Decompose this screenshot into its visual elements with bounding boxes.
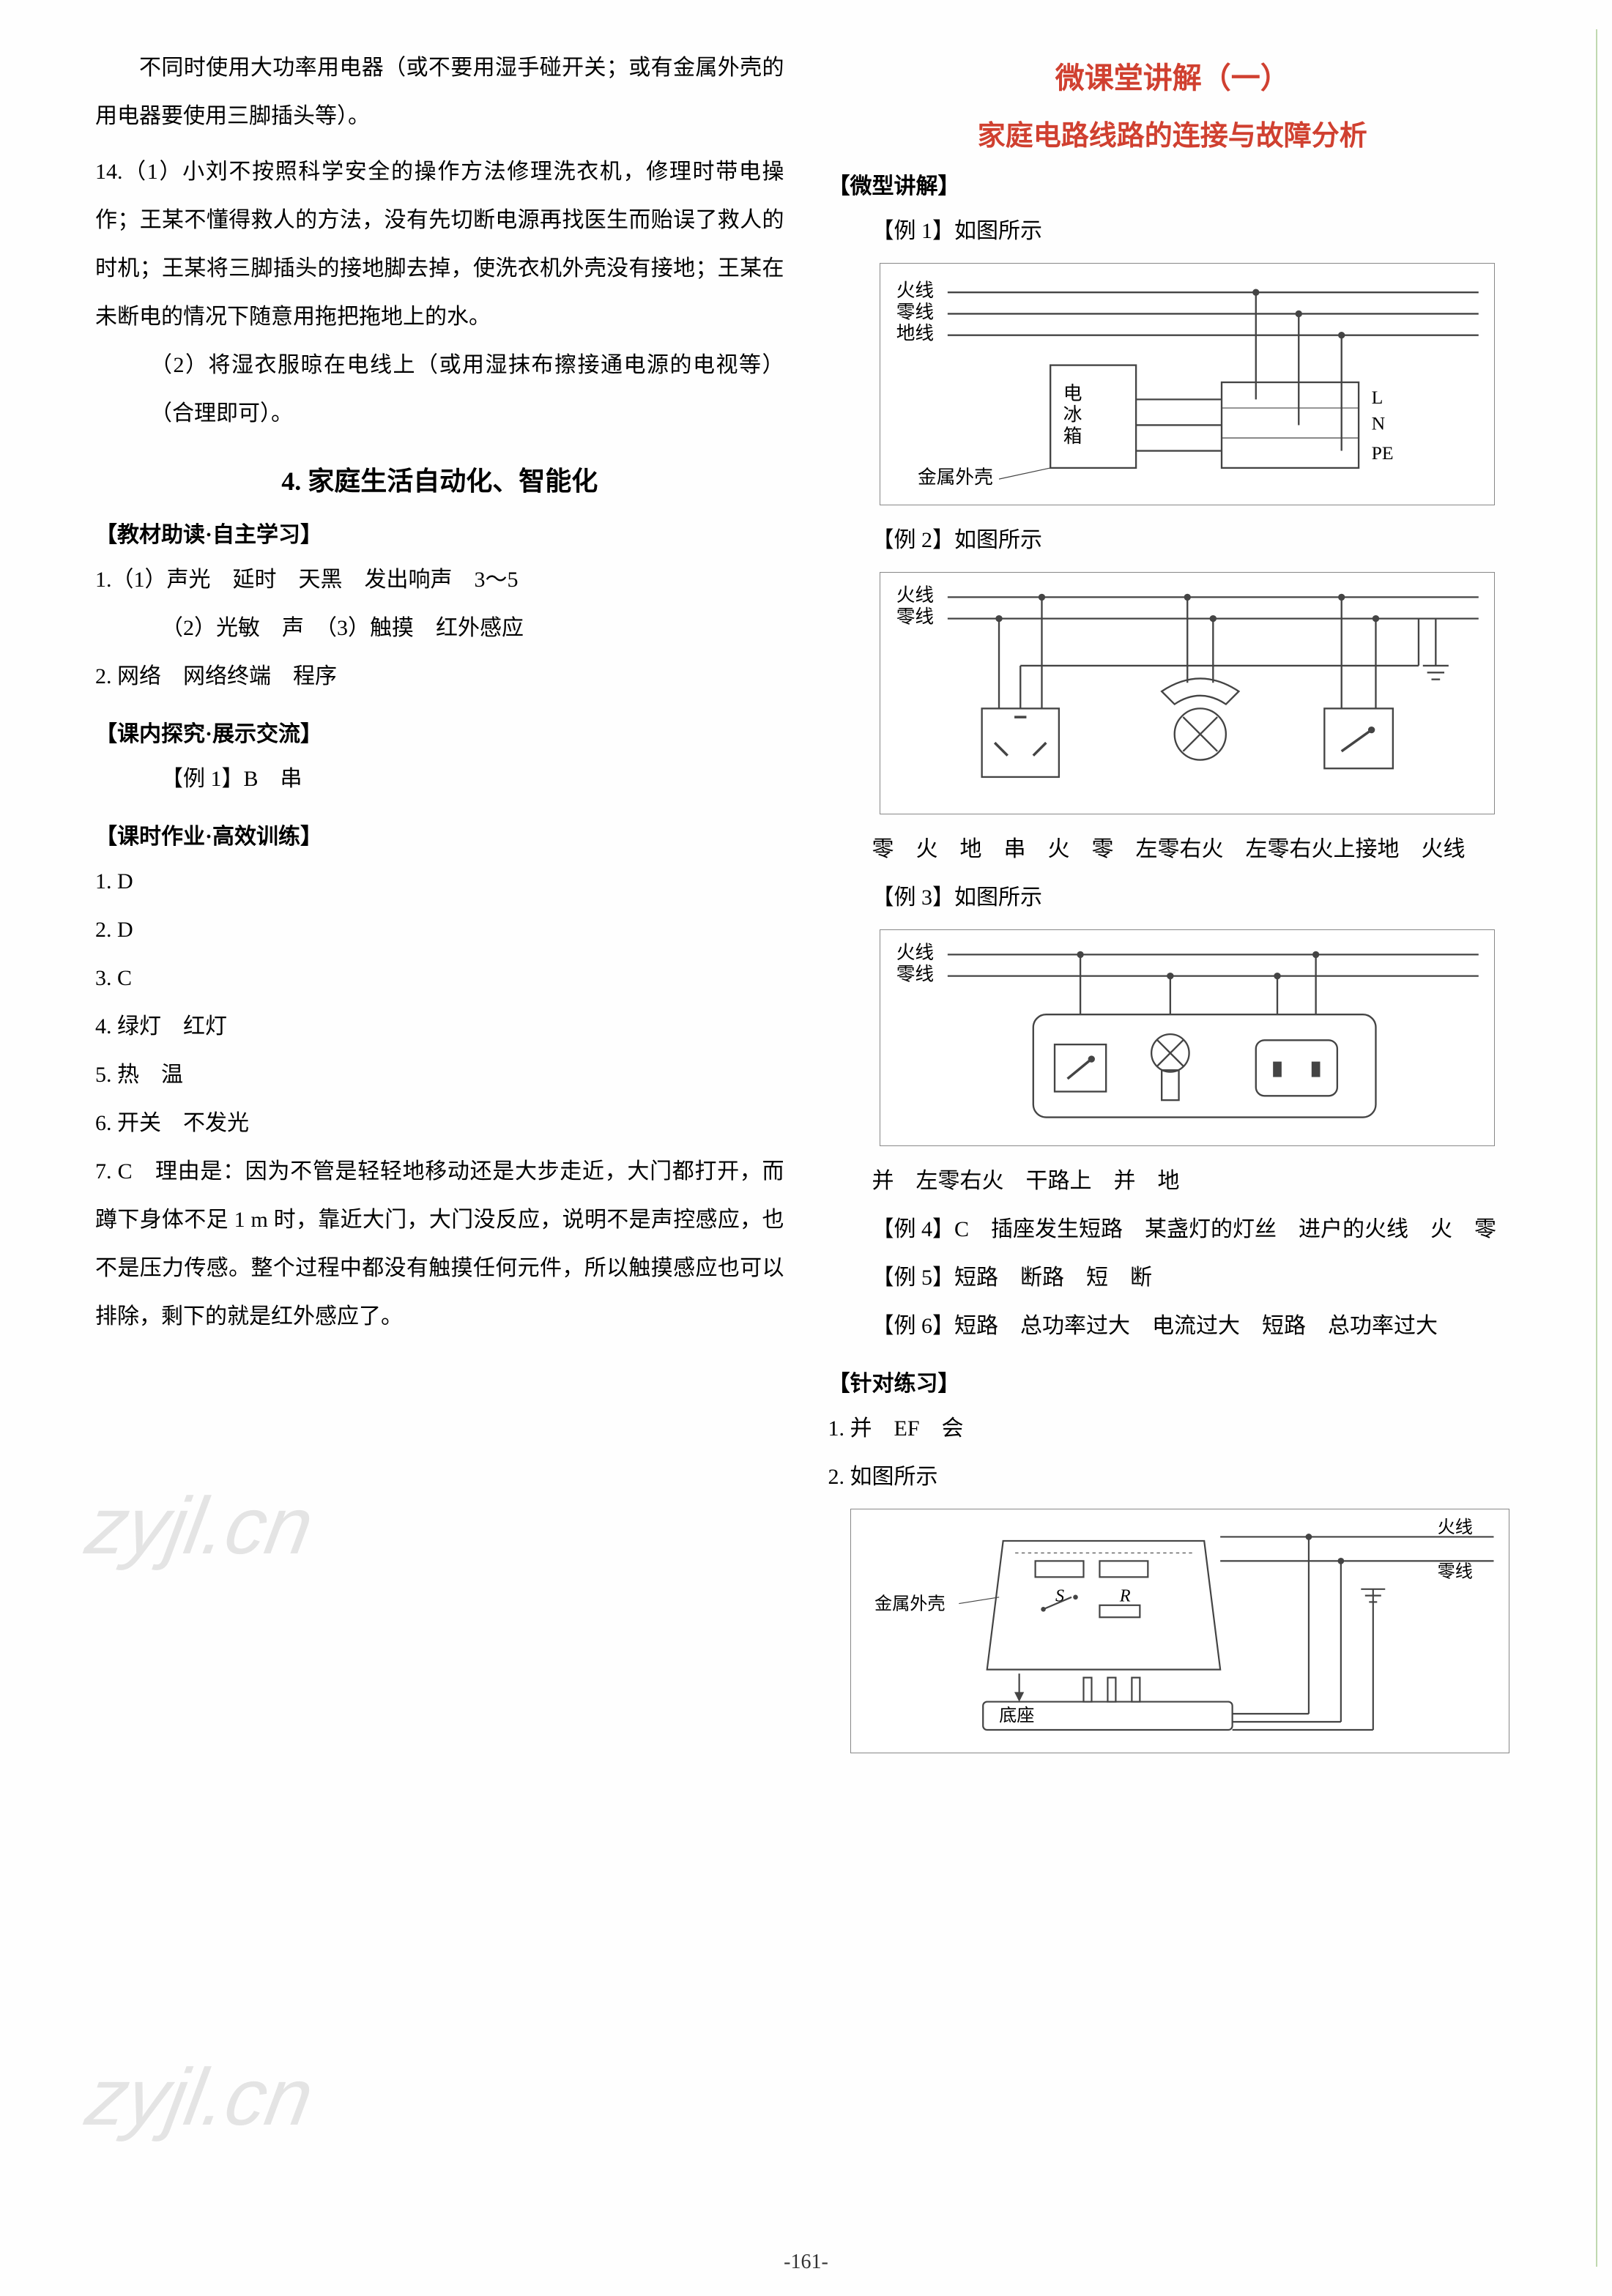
svg-text:R: R: [1118, 1586, 1130, 1605]
svg-text:零线: 零线: [896, 606, 933, 627]
ex2-label: 【例 2】如图所示: [828, 516, 1518, 565]
svg-text:箱: 箱: [1063, 426, 1082, 447]
section4-title: 4. 家庭生活自动化、智能化: [95, 460, 784, 498]
svg-text:火线: 火线: [896, 584, 933, 606]
page-number: -161-: [784, 2251, 828, 2274]
hw-3: 3. C: [95, 954, 784, 1003]
svg-text:电: 电: [1063, 382, 1082, 404]
practice-2: 2. 如图所示: [828, 1453, 1518, 1501]
study-1: 1.（1）声光 延时 天黑 发出响声 3～5: [95, 556, 784, 604]
svg-text:N: N: [1371, 412, 1385, 434]
hw-7: 7. C 理由是：因为不管是轻轻地移动还是大步走近，大门都打开，而蹲下身体不足 …: [95, 1148, 784, 1341]
subsection-explore: 【课内探究·展示交流】: [95, 716, 784, 748]
svg-text:零线: 零线: [896, 963, 933, 984]
circuit-diagram-2: 火线 零线: [880, 572, 1496, 814]
svg-text:底座: 底座: [999, 1706, 1034, 1725]
circuit-diagram-3: 火线 零线: [880, 929, 1496, 1146]
svg-text:地线: 地线: [896, 323, 933, 344]
hw-6: 6. 开关 不发光: [95, 1099, 784, 1148]
ex5: 【例 5】短路 断路 短 断: [828, 1254, 1518, 1302]
svg-text:零线: 零线: [896, 301, 933, 322]
intro-paragraph: 不同时使用大功率用电器（或不要用湿手碰开关；或有金属外壳的用电器要使用三脚插头等…: [95, 44, 784, 141]
svg-text:冰: 冰: [1063, 404, 1082, 426]
svg-text:火线: 火线: [896, 942, 933, 963]
ex4: 【例 4】C 插座发生短路 某盏灯的灯丝 进户的火线 火 零: [828, 1205, 1518, 1254]
svg-text:火线: 火线: [1437, 1517, 1472, 1537]
subsection-study: 【教材助读·自主学习】: [95, 516, 784, 549]
micro-title-2: 家庭电路线路的连接与故障分析: [828, 113, 1518, 153]
ex1-label: 【例 1】如图所示: [828, 207, 1518, 256]
svg-text:金属外壳: 金属外壳: [917, 467, 992, 488]
svg-text:L: L: [1371, 387, 1383, 408]
item14-num: 14.: [95, 160, 123, 184]
practice-1: 1. 并 EF 会: [828, 1405, 1518, 1453]
subsection-homework: 【课时作业·高效训练】: [95, 818, 784, 850]
hw-2: 2. D: [95, 906, 784, 954]
hw-1: 1. D: [95, 858, 784, 906]
diagram1-svg: 火线 零线 地线 电 冰 箱 L N: [888, 271, 1487, 494]
practice-heading: 【针对练习】: [828, 1365, 1518, 1397]
diagram2-svg: 火线 零线: [888, 580, 1487, 803]
study-2: 2. 网络 网络终端 程序: [95, 653, 784, 701]
svg-text:零线: 零线: [1437, 1561, 1472, 1581]
item14-part1: 14.（1）小刘不按照科学安全的操作方法修理洗衣机，修理时带电操作；王某不懂得救…: [95, 148, 784, 341]
item14-part2: （2）将湿衣服晾在电线上（或用湿抹布擦接通电源的电视等）（合理即可）。: [95, 341, 784, 438]
micro-title-1: 微课堂讲解（一）: [828, 55, 1518, 102]
circuit-diagram-4: 火线 零线 S R 金属外壳: [850, 1509, 1510, 1753]
hw-5: 5. 热 温: [95, 1051, 784, 1099]
circuit-diagram-1: 火线 零线 地线 电 冰 箱 L N: [880, 263, 1496, 505]
right-margin-line: [1596, 29, 1597, 2267]
hw-4: 4. 绿灯 红灯: [95, 1003, 784, 1051]
ex3-label: 【例 3】如图所示: [828, 874, 1518, 922]
diagram4-svg: 火线 零线 S R 金属外壳: [858, 1517, 1502, 1742]
micro-explain-heading: 【微型讲解】: [828, 168, 1518, 200]
svg-text:金属外壳: 金属外壳: [874, 1594, 945, 1613]
study-1b: （2）光敏 声 （3）触摸 红外感应: [95, 604, 784, 653]
ex6: 【例 6】短路 总功率过大 电流过大 短路 总功率过大: [828, 1302, 1518, 1351]
svg-text:火线: 火线: [896, 280, 933, 301]
diagram3-svg: 火线 零线: [888, 937, 1487, 1134]
ex2-answer: 零 火 地 串 火 零 左零右火 左零右火上接地 火线: [828, 825, 1518, 874]
svg-text:PE: PE: [1371, 442, 1393, 464]
item-14: 14.（1）小刘不按照科学安全的操作方法修理洗衣机，修理时带电操作；王某不懂得救…: [95, 148, 784, 438]
ex3-answer: 并 左零右火 干路上 并 地: [828, 1157, 1518, 1205]
example-1-left: 【例 1】B 串: [95, 755, 784, 803]
item14-text1: （1）小刘不按照科学安全的操作方法修理洗衣机，修理时带电操作；王某不懂得救人的方…: [95, 160, 784, 329]
